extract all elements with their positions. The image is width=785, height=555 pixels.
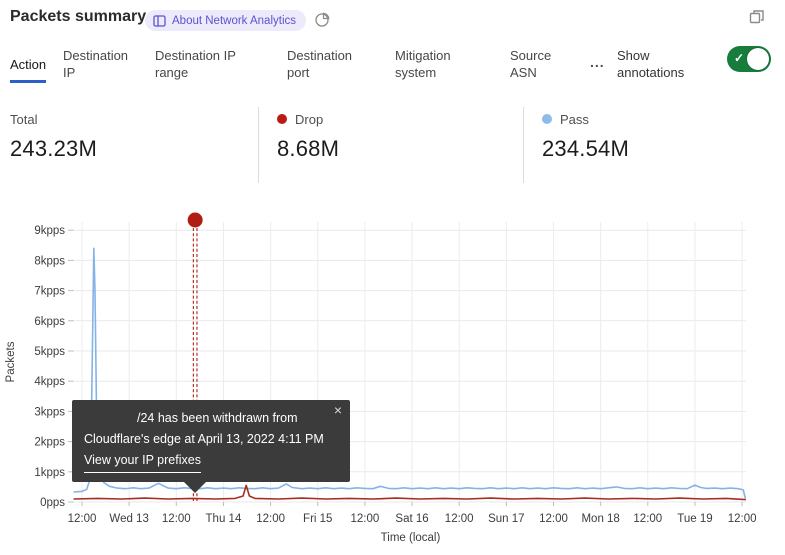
tab-mitigation-system-label: Mitigation system <box>395 48 451 80</box>
stat-total-value: 243.23M <box>10 136 98 161</box>
x-axis-tick-label: 12:00 <box>351 513 380 525</box>
page-title: Packets summary <box>10 8 147 25</box>
packets-time-series-chart[interactable]: 0pps 1kpps 2kpps 3kpps 4kpps 5kpps 6kpps 7kpps 8… <box>0 195 785 555</box>
more-tabs-ellipsis-icon[interactable]: ... <box>590 45 605 79</box>
stat-drop: Drop 8.68M <box>277 112 339 162</box>
y-axis-tick-label: 8kpps <box>34 255 65 267</box>
x-axis-title: Time (local) <box>381 532 441 544</box>
tooltip-close-icon[interactable]: × <box>333 402 342 418</box>
y-axis-tick-label: 2kpps <box>34 437 65 449</box>
x-axis-tick-label: 12:00 <box>539 513 568 525</box>
y-axis-tick-label: 7kpps <box>34 286 65 298</box>
tab-destination-ip[interactable]: Destination IP <box>63 45 143 83</box>
y-axis-tick-label: 1kpps <box>34 467 65 479</box>
y-axis-title: Packets <box>5 341 17 382</box>
tab-destination-port[interactable]: Destination port <box>287 45 367 83</box>
x-axis-tick-label: 12:00 <box>633 513 662 525</box>
tooltip-text-line2: Cloudflare's edge at April 13, 2022 4:11… <box>84 432 324 446</box>
x-axis-tick-label: 12:00 <box>68 513 97 525</box>
x-axis-tick-label: Mon 18 <box>581 513 619 525</box>
stat-total-label: Total <box>10 111 38 127</box>
x-axis-tick-label: Fri 15 <box>303 513 332 525</box>
tab-mitigation-system[interactable]: Mitigation system <box>395 45 467 83</box>
about-badge-label: About Network Analytics <box>172 14 297 27</box>
x-axis-tick-label: 12:00 <box>445 513 474 525</box>
pass-legend-dot <box>542 114 552 124</box>
x-axis-tick-label: Wed 13 <box>109 513 148 525</box>
stat-pass: Pass 234.54M <box>542 112 629 162</box>
duplicate-view-icon[interactable] <box>747 8 767 28</box>
annotation-tooltip: × /24 has been withdrawn from Cloudflare… <box>72 400 350 493</box>
tooltip-text-line1: /24 has been withdrawn from <box>137 411 298 425</box>
y-axis-tick-label: 6kpps <box>34 316 65 328</box>
about-network-analytics-badge[interactable]: About Network Analytics <box>145 10 307 31</box>
stat-total: Total 243.23M <box>10 112 97 162</box>
y-axis-tick-label: 5kpps <box>34 346 65 358</box>
x-axis-tick-label: Sat 16 <box>395 513 428 525</box>
x-axis-tick-label: Sun 17 <box>488 513 524 525</box>
sampling-clock-icon <box>314 11 331 33</box>
stat-drop-label: Drop <box>295 111 324 127</box>
annotation-marker-dot[interactable] <box>187 212 203 228</box>
x-axis-tick-label: 12:00 <box>728 513 757 525</box>
pass-series-line <box>73 247 747 499</box>
x-axis-tick-label: Thu 14 <box>206 513 242 525</box>
y-axis-tick-label: 0pps <box>40 497 65 509</box>
stat-pass-label: Pass <box>560 111 589 127</box>
tab-source-asn-label: Source ASN <box>510 48 552 80</box>
view-ip-prefixes-link[interactable]: View your IP prefixes <box>84 450 201 473</box>
check-icon: ✓ <box>734 51 745 65</box>
show-annotations-toggle[interactable]: ✓ <box>727 46 771 72</box>
tab-destination-port-label: Destination port <box>287 48 353 80</box>
toggle-knob <box>747 48 769 70</box>
tab-action[interactable]: Action <box>10 45 47 83</box>
y-axis-tick-label: 9kpps <box>34 225 65 237</box>
book-icon <box>153 14 166 27</box>
x-axis-tick-label: 12:00 <box>256 513 285 525</box>
drop-legend-dot <box>277 114 287 124</box>
stat-drop-value: 8.68M <box>277 136 340 161</box>
y-axis-tick-label: 4kpps <box>34 376 65 388</box>
tab-destination-ip-range-label: Destination IP range <box>155 48 236 80</box>
tab-source-asn[interactable]: Source ASN <box>510 45 562 83</box>
tab-destination-ip-label: Destination IP <box>63 48 129 80</box>
show-annotations-label: Show annotations <box>617 48 685 80</box>
stat-divider <box>523 107 524 183</box>
stat-pass-value: 234.54M <box>542 136 630 161</box>
x-axis-tick-label: Tue 19 <box>677 513 712 525</box>
tab-destination-ip-range[interactable]: Destination IP range <box>155 45 253 83</box>
x-axis-tick-label: 12:00 <box>162 513 191 525</box>
tab-action-label: Action <box>10 56 47 72</box>
drop-series-line <box>73 484 747 501</box>
y-axis-tick-label: 3kpps <box>34 406 65 418</box>
stat-divider <box>258 107 259 183</box>
